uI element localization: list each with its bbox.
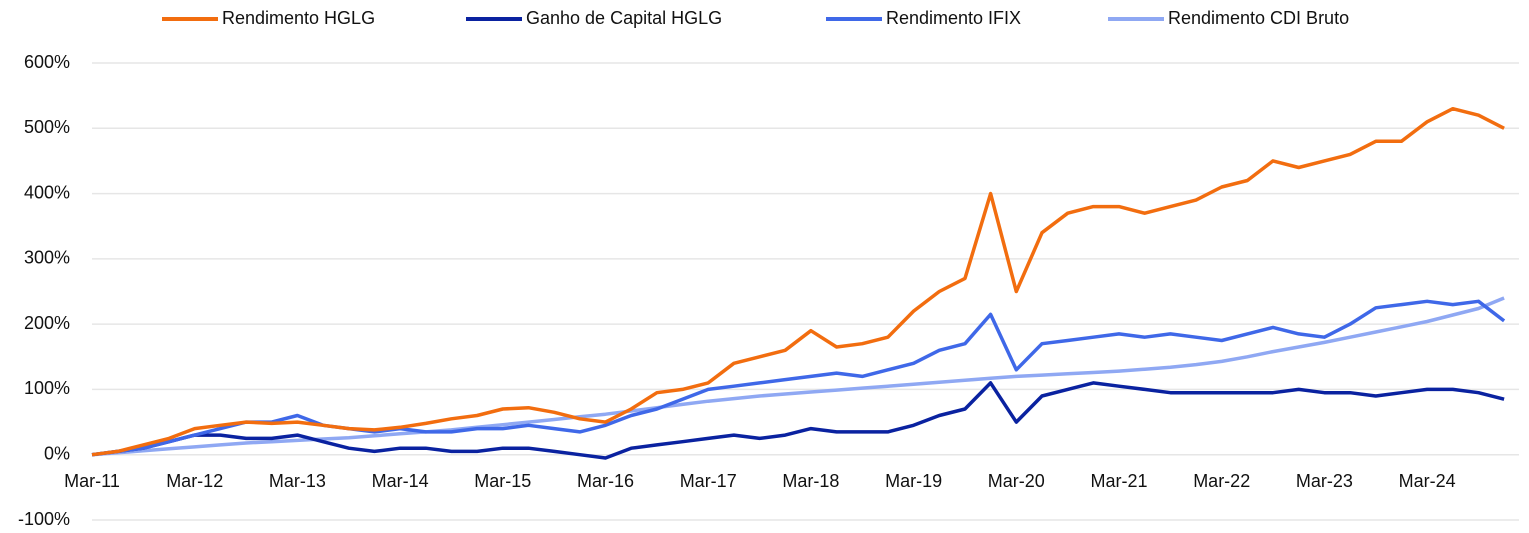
x-tick-label: Mar-18: [782, 471, 839, 491]
legend-label: Rendimento CDI Bruto: [1168, 8, 1349, 28]
x-tick-label: Mar-19: [885, 471, 942, 491]
y-tick-label: 400%: [24, 182, 70, 202]
series-line: [91, 106, 1505, 457]
legend-label: Rendimento IFIX: [886, 8, 1021, 28]
legend-label: Rendimento HGLG: [222, 8, 375, 28]
x-tick-label: Mar-16: [577, 471, 634, 491]
x-tick-label: Mar-20: [988, 471, 1045, 491]
x-tick-label: Mar-14: [372, 471, 429, 491]
x-tick-label: Mar-13: [269, 471, 326, 491]
y-tick-label: -100%: [18, 509, 70, 529]
x-tick-label: Mar-11: [64, 471, 120, 491]
y-tick-label: 500%: [24, 117, 70, 137]
y-tick-label: 200%: [24, 313, 70, 333]
legend-label: Ganho de Capital HGLG: [526, 8, 722, 28]
y-tick-label: 300%: [24, 248, 70, 268]
series-line: [91, 381, 1505, 460]
x-tick-label: Mar-21: [1090, 471, 1147, 491]
y-tick-label: 0%: [44, 443, 70, 463]
series-line: [91, 296, 1505, 457]
x-tick-label: Mar-17: [680, 471, 737, 491]
y-tick-label: 100%: [24, 378, 70, 398]
x-tick-label: Mar-12: [166, 471, 223, 491]
x-tick-label: Mar-24: [1399, 471, 1456, 491]
x-tick-label: Mar-22: [1193, 471, 1250, 491]
y-tick-label: 600%: [24, 52, 70, 72]
x-tick-label: Mar-15: [474, 471, 531, 491]
x-tick-label: Mar-23: [1296, 471, 1353, 491]
